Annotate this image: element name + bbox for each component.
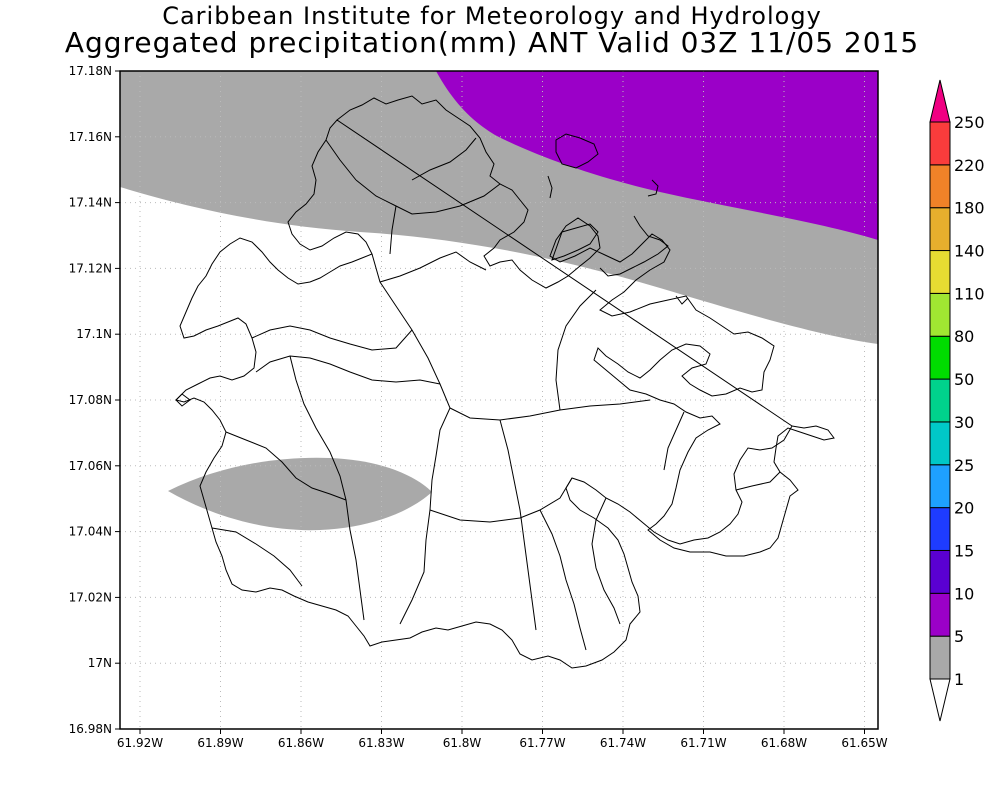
parish-boundary	[371, 253, 451, 625]
lon-tick-label: 61.83W	[358, 736, 404, 750]
parish-boundary	[663, 411, 685, 471]
legend-label: 25	[954, 456, 974, 475]
parish-boundary	[211, 527, 303, 587]
lon-tick-label: 61.92W	[117, 736, 163, 750]
lat-tick-label: 17.18N	[69, 64, 112, 78]
islet	[675, 295, 689, 305]
lon-tick-label: 61.68W	[761, 736, 807, 750]
lon-tick-label: 61.74W	[600, 736, 646, 750]
lon-tick-label: 61.65W	[841, 736, 887, 750]
legend-color-box	[929, 464, 951, 509]
lon-tick-label: 61.71W	[680, 736, 726, 750]
parish-boundary	[539, 509, 587, 651]
lon-tick-label: 61.77W	[519, 736, 565, 750]
lon-tick-label: 61.86W	[278, 736, 324, 750]
parish-boundary	[411, 137, 477, 181]
parish-boundary	[429, 477, 573, 523]
parish-boundary	[449, 399, 651, 421]
parish-boundary	[225, 431, 347, 501]
precip-area-5-10mm	[436, 71, 878, 240]
legend-color-box	[929, 164, 951, 209]
precip-shading	[120, 71, 878, 531]
island-outline	[175, 95, 835, 669]
legend-label: 180	[954, 199, 985, 218]
legend-label: 80	[954, 327, 974, 346]
legend-label: 10	[954, 584, 974, 603]
legend-color-box	[929, 121, 951, 166]
islet	[647, 179, 659, 197]
lat-tick-label: 17.04N	[69, 525, 112, 539]
legend-color-box	[929, 635, 951, 680]
legend-color-box	[929, 507, 951, 551]
legend-color-box	[929, 292, 951, 337]
legend-top-arrow	[929, 79, 951, 123]
lat-tick-label: 17.02N	[69, 590, 112, 604]
legend-label: 1	[954, 670, 964, 689]
lat-tick-label: 17.1N	[76, 327, 112, 341]
axis-ticks: 17.18N 17.16N 17.14N 17.12N 17.1N 17.08N 17.06…	[69, 64, 888, 750]
title-line-1: Caribbean Institute for Meteorology and …	[162, 2, 822, 30]
lat-tick-label: 16.98N	[69, 722, 112, 736]
lon-tick-label: 61.8W	[443, 736, 482, 750]
parish-boundary	[735, 471, 781, 491]
islet	[599, 215, 669, 277]
legend-color-box	[929, 421, 951, 466]
islet	[551, 223, 599, 261]
legend-label: 20	[954, 499, 974, 518]
parish-boundary	[499, 419, 537, 631]
islet	[175, 393, 191, 407]
legend-label: 15	[954, 541, 974, 560]
legend-label: 5	[954, 627, 964, 646]
legend-color-box	[929, 549, 951, 594]
legend-label: 110	[954, 284, 985, 303]
lat-tick-label: 17.08N	[69, 393, 112, 407]
legend-color-box	[929, 378, 951, 423]
lat-tick-label: 17.06N	[69, 459, 112, 473]
parish-boundary	[289, 355, 365, 621]
parish-boundary	[389, 205, 397, 255]
parish-boundary	[251, 325, 413, 351]
parish-boundary	[555, 289, 597, 411]
precip-area-1-5mm-lens	[168, 457, 432, 531]
lat-tick-label: 17.14N	[69, 196, 112, 210]
legend-label: 220	[954, 156, 985, 175]
antigua-coastline	[336, 95, 835, 557]
title-line-2: Aggregated precipitation(mm) ANT Valid 0…	[64, 26, 920, 59]
legend-color-box	[929, 207, 951, 252]
legend-bottom-arrow	[929, 678, 951, 722]
parish-boundary	[325, 139, 357, 181]
legend-label: 50	[954, 370, 974, 389]
lat-tick-label: 17.16N	[69, 130, 112, 144]
parish-boundary	[591, 497, 621, 625]
islet	[555, 133, 599, 169]
parish-boundary	[379, 251, 487, 283]
legend-color-box	[929, 250, 951, 294]
lat-tick-label: 17.12N	[69, 261, 112, 275]
legend-label: 30	[954, 413, 974, 432]
legend-color-box	[929, 335, 951, 380]
legend-color-box	[929, 592, 951, 637]
legend-label: 250	[954, 113, 985, 132]
parish-boundary	[255, 355, 441, 385]
islet	[547, 175, 553, 199]
legend-label: 140	[954, 242, 985, 261]
lat-tick-label: 17N	[88, 656, 112, 670]
lon-tick-label: 61.89W	[197, 736, 243, 750]
parish-boundary	[355, 179, 501, 215]
